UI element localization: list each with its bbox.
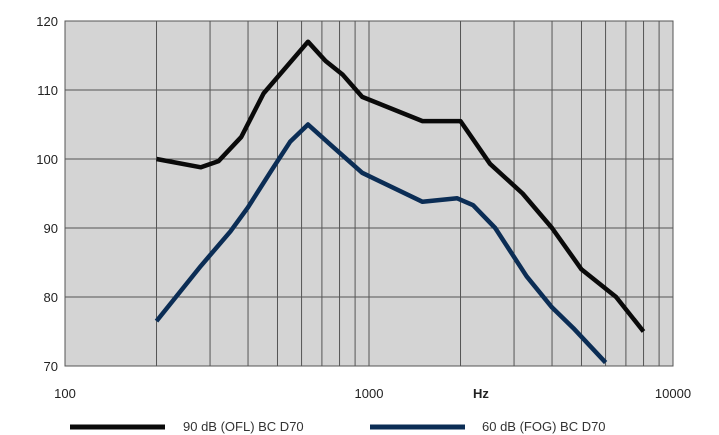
y-tick-label: 80 xyxy=(44,290,58,305)
x-tick-label: 10000 xyxy=(655,386,691,401)
y-tick-label: 90 xyxy=(44,221,58,236)
series-line-1 xyxy=(156,39,646,333)
gridlines xyxy=(65,21,673,366)
series-lines xyxy=(154,39,646,365)
x-axis-ticks: 100 1000 10000 xyxy=(54,386,691,401)
x-tick-label: 1000 xyxy=(355,386,384,401)
legend-label-1: 90 dB (OFL) BC D70 xyxy=(183,419,304,434)
y-tick-label: 100 xyxy=(36,152,58,167)
x-axis-label: Hz xyxy=(473,386,489,401)
y-axis-ticks: 70 80 90 100 110 120 xyxy=(36,14,58,374)
legend: 90 dB (OFL) BC D70 60 dB (FOG) BC D70 xyxy=(70,419,606,434)
series-line-2 xyxy=(154,122,608,365)
y-tick-label: 120 xyxy=(36,14,58,29)
legend-label-2: 60 dB (FOG) BC D70 xyxy=(482,419,606,434)
x-tick-label: 100 xyxy=(54,386,76,401)
y-tick-label: 110 xyxy=(37,83,58,98)
y-tick-label: 70 xyxy=(44,359,58,374)
